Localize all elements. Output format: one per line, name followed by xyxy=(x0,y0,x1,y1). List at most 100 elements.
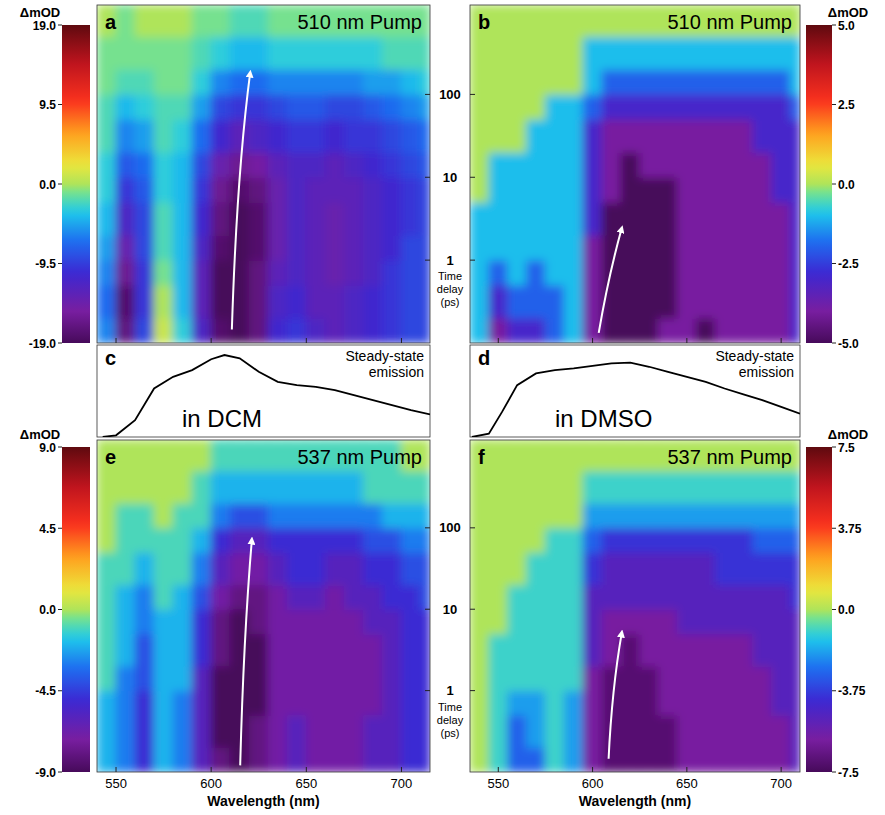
cell xyxy=(620,260,640,286)
cell xyxy=(211,152,231,178)
cell xyxy=(192,260,212,286)
cell xyxy=(401,177,421,203)
cell xyxy=(752,94,772,120)
cell xyxy=(287,666,307,692)
cell xyxy=(344,609,364,635)
cell xyxy=(154,69,174,95)
cell xyxy=(583,285,603,319)
colorbar-tick xyxy=(832,104,836,105)
cell xyxy=(325,470,345,503)
cell xyxy=(401,527,421,553)
cell xyxy=(583,260,603,286)
cell xyxy=(420,69,430,95)
cell xyxy=(639,470,659,503)
cell xyxy=(154,503,174,529)
cell xyxy=(526,503,546,529)
cell xyxy=(526,94,546,120)
cell xyxy=(211,584,231,610)
cell xyxy=(306,584,326,610)
cell xyxy=(363,36,383,70)
cell xyxy=(771,36,791,70)
cell xyxy=(306,690,326,716)
cell xyxy=(696,69,716,95)
cell xyxy=(677,152,697,178)
cell xyxy=(420,584,430,610)
cell xyxy=(790,152,800,178)
cell xyxy=(677,633,697,666)
cell xyxy=(771,609,791,635)
cell xyxy=(545,747,565,772)
cell xyxy=(382,527,402,553)
cell xyxy=(734,285,754,319)
colorbar-tick xyxy=(58,263,62,264)
cell xyxy=(564,94,584,120)
cell xyxy=(790,69,800,95)
cell xyxy=(287,235,307,261)
panel-title: in DCM xyxy=(182,405,262,432)
cell xyxy=(752,633,772,666)
colorbar xyxy=(806,25,832,343)
cell xyxy=(306,527,326,553)
cell xyxy=(488,470,508,503)
cell xyxy=(677,527,697,553)
cell xyxy=(344,527,364,553)
cell xyxy=(526,552,546,585)
cell xyxy=(192,318,212,343)
cell xyxy=(564,552,584,585)
cell xyxy=(306,318,326,343)
cell xyxy=(583,94,603,120)
cell xyxy=(545,69,565,95)
cell xyxy=(344,552,364,585)
cell xyxy=(658,152,678,178)
cell xyxy=(344,666,364,692)
cell xyxy=(192,633,212,666)
colorbar-tick xyxy=(58,343,62,344)
cell xyxy=(602,584,622,610)
cell xyxy=(173,503,193,529)
cell xyxy=(752,177,772,203)
panel-letter: f xyxy=(478,446,485,468)
cell xyxy=(507,235,527,261)
cell xyxy=(401,584,421,610)
cell xyxy=(173,584,193,610)
cell xyxy=(677,36,697,70)
cell xyxy=(135,470,155,503)
cell xyxy=(658,747,678,772)
y-axis-title-line: (ps) xyxy=(441,296,460,308)
cell xyxy=(488,503,508,529)
cell xyxy=(564,260,584,286)
cell xyxy=(526,285,546,319)
cell xyxy=(752,235,772,261)
cell xyxy=(545,202,565,236)
cell xyxy=(470,36,489,70)
y-tick xyxy=(470,690,475,691)
cell xyxy=(526,152,546,178)
cell xyxy=(135,177,155,203)
cell xyxy=(696,747,716,772)
cell xyxy=(752,747,772,772)
cell xyxy=(715,119,735,153)
cell xyxy=(639,552,659,585)
cell xyxy=(488,584,508,610)
cell xyxy=(639,152,659,178)
cell xyxy=(564,5,584,37)
cell xyxy=(771,152,791,178)
cell xyxy=(382,584,402,610)
cell xyxy=(545,527,565,553)
cell xyxy=(715,715,735,748)
cell xyxy=(306,177,326,203)
cell xyxy=(488,36,508,70)
cell xyxy=(488,202,508,236)
panel-f: 550600650700Wavelength (nm)537 nm Pumpf7… xyxy=(470,427,869,809)
cell xyxy=(173,440,193,471)
cell xyxy=(363,69,383,95)
cell xyxy=(771,633,791,666)
cell xyxy=(696,119,716,153)
cell xyxy=(734,747,754,772)
cell xyxy=(620,318,640,343)
cell xyxy=(116,609,136,635)
cell xyxy=(696,94,716,120)
cell xyxy=(583,666,603,692)
cell xyxy=(583,152,603,178)
cell xyxy=(97,666,117,692)
